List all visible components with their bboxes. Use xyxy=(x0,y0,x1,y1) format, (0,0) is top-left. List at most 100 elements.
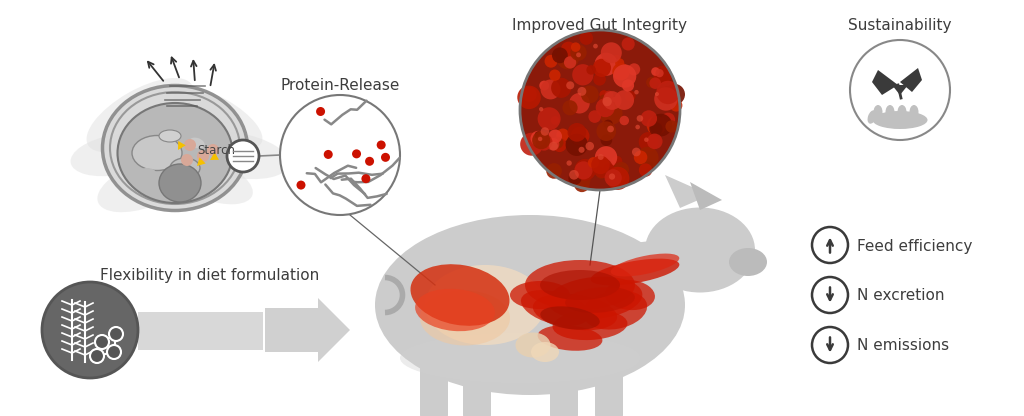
Text: N emissions: N emissions xyxy=(857,339,949,354)
Circle shape xyxy=(549,69,560,81)
Circle shape xyxy=(637,147,658,169)
Circle shape xyxy=(596,98,614,117)
Polygon shape xyxy=(178,141,185,150)
Circle shape xyxy=(651,67,659,76)
FancyBboxPatch shape xyxy=(463,360,490,416)
Ellipse shape xyxy=(565,287,635,313)
Circle shape xyxy=(603,120,612,129)
Circle shape xyxy=(625,91,636,102)
Circle shape xyxy=(635,125,640,129)
Circle shape xyxy=(656,81,680,104)
Circle shape xyxy=(593,73,606,86)
Circle shape xyxy=(578,87,587,96)
Ellipse shape xyxy=(605,280,655,310)
Ellipse shape xyxy=(541,306,600,329)
Circle shape xyxy=(622,79,634,92)
Circle shape xyxy=(377,141,386,149)
Circle shape xyxy=(609,173,615,180)
Circle shape xyxy=(536,134,553,151)
Ellipse shape xyxy=(118,103,232,203)
Ellipse shape xyxy=(531,342,559,362)
Polygon shape xyxy=(197,157,206,166)
Circle shape xyxy=(352,149,361,158)
Circle shape xyxy=(538,137,543,141)
Circle shape xyxy=(620,116,629,125)
Circle shape xyxy=(324,150,333,159)
Circle shape xyxy=(574,159,596,181)
Ellipse shape xyxy=(872,111,928,129)
Circle shape xyxy=(612,63,630,80)
Circle shape xyxy=(545,55,557,68)
Circle shape xyxy=(567,123,587,142)
Circle shape xyxy=(649,122,663,136)
Ellipse shape xyxy=(138,168,156,178)
Circle shape xyxy=(604,91,613,100)
Circle shape xyxy=(593,44,598,49)
Ellipse shape xyxy=(538,325,602,351)
Circle shape xyxy=(850,40,950,140)
Ellipse shape xyxy=(375,215,685,395)
Circle shape xyxy=(574,177,590,192)
Circle shape xyxy=(595,167,607,179)
Circle shape xyxy=(538,107,560,130)
FancyBboxPatch shape xyxy=(595,360,623,416)
Circle shape xyxy=(649,77,660,89)
Circle shape xyxy=(649,114,672,136)
Circle shape xyxy=(593,158,612,178)
Circle shape xyxy=(589,110,601,123)
Circle shape xyxy=(581,85,599,103)
Circle shape xyxy=(599,90,608,99)
Circle shape xyxy=(569,170,579,180)
Circle shape xyxy=(607,126,614,132)
Circle shape xyxy=(520,133,543,156)
Circle shape xyxy=(566,161,571,166)
FancyBboxPatch shape xyxy=(550,360,578,416)
Circle shape xyxy=(670,99,682,111)
Circle shape xyxy=(607,166,626,185)
Circle shape xyxy=(42,282,138,378)
Ellipse shape xyxy=(173,88,262,149)
Ellipse shape xyxy=(540,270,620,300)
Circle shape xyxy=(181,154,193,166)
Circle shape xyxy=(603,91,622,110)
Circle shape xyxy=(570,170,591,189)
Circle shape xyxy=(598,154,604,160)
Polygon shape xyxy=(690,182,722,210)
Circle shape xyxy=(566,81,574,89)
Circle shape xyxy=(297,181,305,190)
Circle shape xyxy=(571,42,581,52)
Ellipse shape xyxy=(102,86,248,210)
Text: N excretion: N excretion xyxy=(857,289,944,304)
Text: Feed efficiency: Feed efficiency xyxy=(857,238,973,253)
Circle shape xyxy=(639,163,652,177)
Circle shape xyxy=(599,102,623,125)
Circle shape xyxy=(361,174,371,183)
Circle shape xyxy=(579,147,585,153)
Circle shape xyxy=(517,86,541,109)
Ellipse shape xyxy=(180,131,290,179)
Circle shape xyxy=(637,115,643,122)
Circle shape xyxy=(95,335,109,349)
Ellipse shape xyxy=(548,277,642,319)
Circle shape xyxy=(106,345,121,359)
Text: Sustainability: Sustainability xyxy=(848,18,951,33)
Ellipse shape xyxy=(87,78,194,152)
Circle shape xyxy=(541,79,560,99)
Ellipse shape xyxy=(583,290,647,329)
Circle shape xyxy=(207,144,219,156)
Polygon shape xyxy=(265,298,350,362)
Circle shape xyxy=(539,107,544,111)
Circle shape xyxy=(316,107,325,116)
Circle shape xyxy=(595,53,617,76)
Circle shape xyxy=(664,84,685,105)
Circle shape xyxy=(381,153,390,162)
Text: Protein-Release: Protein-Release xyxy=(281,78,399,93)
Circle shape xyxy=(280,95,400,215)
Ellipse shape xyxy=(159,164,201,202)
Circle shape xyxy=(569,93,590,114)
Circle shape xyxy=(564,56,577,69)
Circle shape xyxy=(655,92,659,96)
Circle shape xyxy=(562,100,578,115)
Circle shape xyxy=(600,134,612,146)
Ellipse shape xyxy=(97,158,193,212)
